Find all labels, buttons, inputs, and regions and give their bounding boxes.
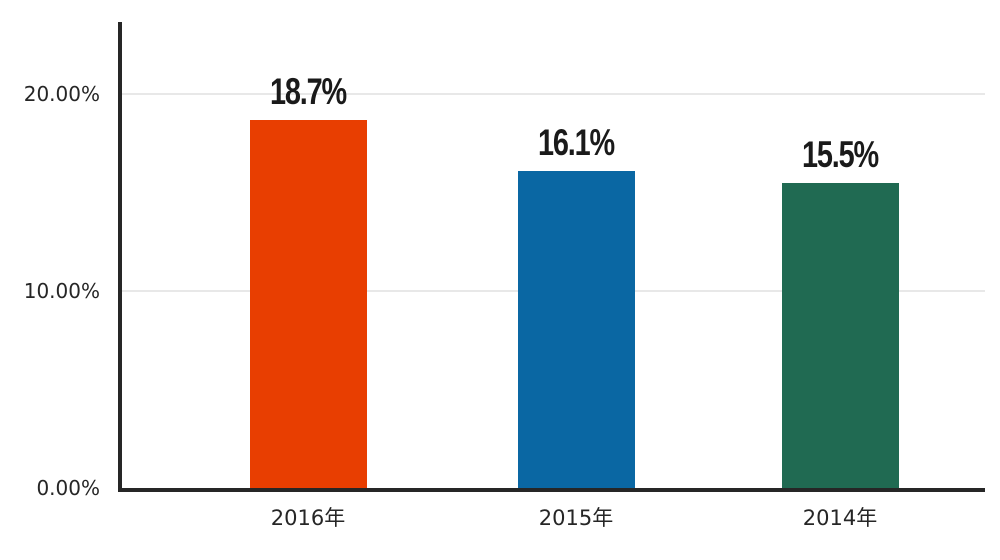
x-axis-label-2016: 2016年 bbox=[270, 506, 346, 530]
bar-value-label-2015: 16.1% bbox=[538, 121, 615, 163]
bar-2015 bbox=[517, 170, 635, 488]
y-tick-label-0: 0.00% bbox=[36, 476, 100, 500]
y-tick-label-10: 10.00% bbox=[23, 279, 100, 303]
y-tick-label-20: 20.00% bbox=[23, 82, 100, 106]
x-axis-label-2015: 2015年 bbox=[538, 506, 614, 530]
x-axis-line bbox=[118, 488, 985, 492]
x-axis-label-2014: 2014年 bbox=[802, 506, 878, 530]
bar-value-label-2016: 18.7% bbox=[270, 70, 347, 112]
bar-2014 bbox=[781, 182, 899, 488]
bar-2016 bbox=[249, 119, 367, 488]
bar-value-label-2014: 15.5% bbox=[802, 133, 879, 175]
gridline-20 bbox=[122, 93, 985, 95]
y-axis-line bbox=[118, 22, 122, 492]
